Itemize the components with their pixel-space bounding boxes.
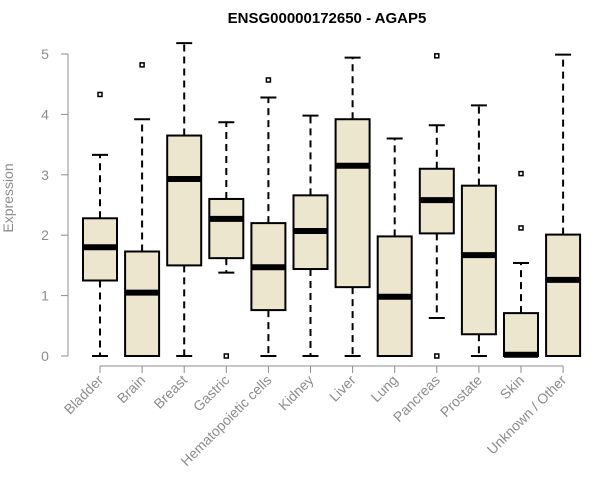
- box-lung: [376, 137, 413, 358]
- outlier-point: [434, 53, 440, 59]
- x-tick-label: Prostate: [437, 372, 485, 420]
- x-tick-label: Kidney: [275, 372, 317, 414]
- y-tick-label: 1: [41, 288, 49, 304]
- iqr-box: [334, 118, 371, 289]
- y-tick-label: 2: [41, 227, 49, 243]
- y-tick-label: 4: [41, 106, 49, 122]
- box-kidney: [292, 114, 329, 357]
- outlier-point: [139, 62, 145, 68]
- outlier-point: [434, 353, 440, 359]
- outlier-point: [518, 225, 524, 231]
- x-tick-label: Bladder: [61, 372, 107, 418]
- box-bladder: [82, 91, 118, 357]
- box-liver: [334, 56, 371, 357]
- outlier-point: [518, 170, 524, 177]
- outlier-point: [97, 91, 103, 98]
- box-pancreas: [418, 53, 455, 359]
- y-axis-label: Expression: [0, 163, 16, 232]
- x-tick-label: Brain: [114, 372, 148, 406]
- box-brain: [124, 62, 161, 357]
- box-hematopoietic-cells: [250, 77, 287, 357]
- iqr-box: [166, 134, 203, 267]
- y-axis: 0 1 2 3 4 5: [41, 46, 69, 364]
- iqr-box: [460, 184, 497, 336]
- box-gastric: [208, 121, 245, 359]
- box-breast: [166, 42, 203, 357]
- y-tick-label: 5: [41, 46, 49, 62]
- y-tick-label: 3: [41, 167, 49, 183]
- iqr-box: [124, 250, 161, 357]
- plot-area: [82, 42, 582, 359]
- y-tick-label: 0: [41, 348, 49, 364]
- x-tick-label: Liver: [326, 372, 359, 405]
- chart-title: ENSG00000172650 - AGAP5: [228, 10, 427, 27]
- iqr-box: [545, 233, 582, 357]
- box-unknown-other: [545, 53, 582, 357]
- x-tick-label: Lung: [367, 372, 400, 405]
- box-skin: [503, 170, 539, 358]
- x-tick-label: Unknown / Other: [484, 372, 570, 458]
- outlier-point: [223, 353, 230, 359]
- iqr-box: [208, 197, 245, 260]
- x-tick-label: Skin: [497, 372, 528, 403]
- x-tick-label: Pancreas: [390, 372, 443, 425]
- box-prostate: [460, 104, 497, 357]
- iqr-box: [503, 312, 539, 357]
- x-tick-label: Breast: [150, 372, 190, 412]
- outlier-point: [265, 77, 272, 83]
